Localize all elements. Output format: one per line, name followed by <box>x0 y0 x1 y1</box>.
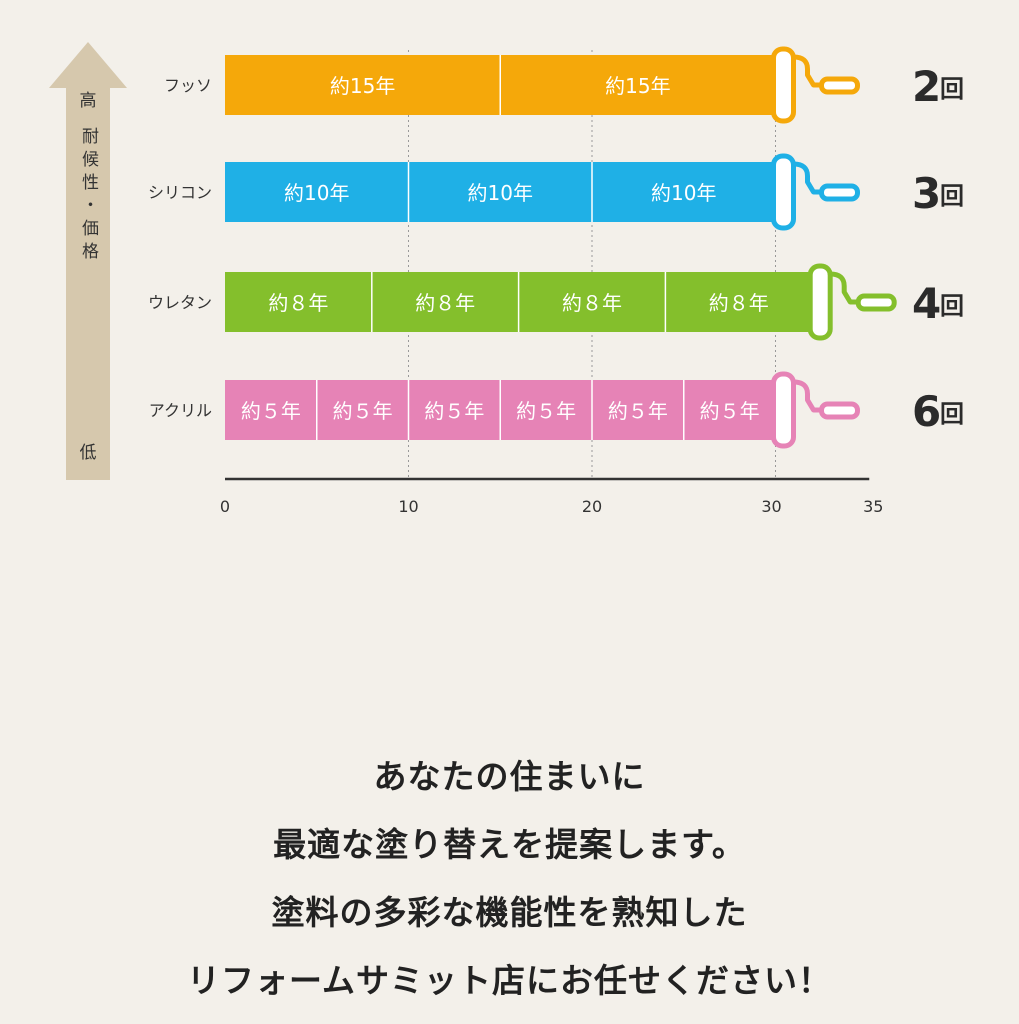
repaint-count-number: 2 <box>912 62 941 111</box>
segment-label: 約８年 <box>415 291 475 315</box>
repaint-count-number: 6 <box>912 387 941 436</box>
x-tick-label: 0 <box>220 497 230 516</box>
message-line-1: あなたの住まいに <box>373 757 646 796</box>
segment-label: 約５年 <box>424 399 484 423</box>
message-line-2: 最適な塗り替えを提案します。 <box>273 825 746 864</box>
segment-label: 約５年 <box>516 399 576 423</box>
paint-roller-icon <box>771 371 860 449</box>
axis-high-label: 高 <box>80 91 97 111</box>
segment-label: 約10年 <box>284 181 349 205</box>
paint-roller-icon <box>771 153 860 231</box>
repaint-count-number: 3 <box>912 169 941 218</box>
durability-price-arrow <box>49 42 127 480</box>
segment-label: 約５年 <box>700 399 760 423</box>
paint-roller-icon <box>807 263 897 341</box>
message-line-4: リフォームサミット店にお任せください！ <box>186 961 832 1000</box>
repaint-count-unit: 回 <box>940 400 964 428</box>
segment-label: 約５年 <box>608 399 668 423</box>
segment-label: 約８年 <box>709 291 769 315</box>
segment-label: 約５年 <box>241 399 301 423</box>
paint-roller-icon <box>771 46 860 124</box>
repaint-count-unit: 回 <box>940 182 964 210</box>
segment-label: 約５年 <box>333 399 393 423</box>
category-label: アクリル <box>149 401 212 420</box>
segment-label: 約15年 <box>330 74 395 98</box>
promo-message: あなたの住まいに 最適な塗り替えを提案します。 塗料の多彩な機能性を熟知した リ… <box>0 748 1019 1020</box>
repaint-count-unit: 回 <box>940 75 964 103</box>
x-tick-label: 10 <box>398 497 418 516</box>
x-tick-label: 20 <box>582 497 602 516</box>
axis-low-label: 低 <box>80 443 97 463</box>
segment-label: 約８年 <box>268 291 328 315</box>
category-label: ウレタン <box>148 293 212 312</box>
repaint-count-number: 4 <box>912 279 941 328</box>
message-line-3: 塗料の多彩な機能性を熟知した <box>271 893 748 932</box>
category-label: フッソ <box>164 76 212 95</box>
repaint-count-unit: 回 <box>940 292 964 320</box>
segment-label: 約15年 <box>605 74 670 98</box>
bar <box>225 162 776 222</box>
x-tick-label: 30 <box>761 497 781 516</box>
axis-vertical-label: 耐候性・価格 <box>78 127 99 265</box>
segment-label: 約８年 <box>562 291 622 315</box>
x-tick-label: 35 <box>863 497 883 516</box>
category-label: シリコン <box>148 183 212 202</box>
segment-label: 約10年 <box>651 181 716 205</box>
segment-label: 約10年 <box>468 181 533 205</box>
